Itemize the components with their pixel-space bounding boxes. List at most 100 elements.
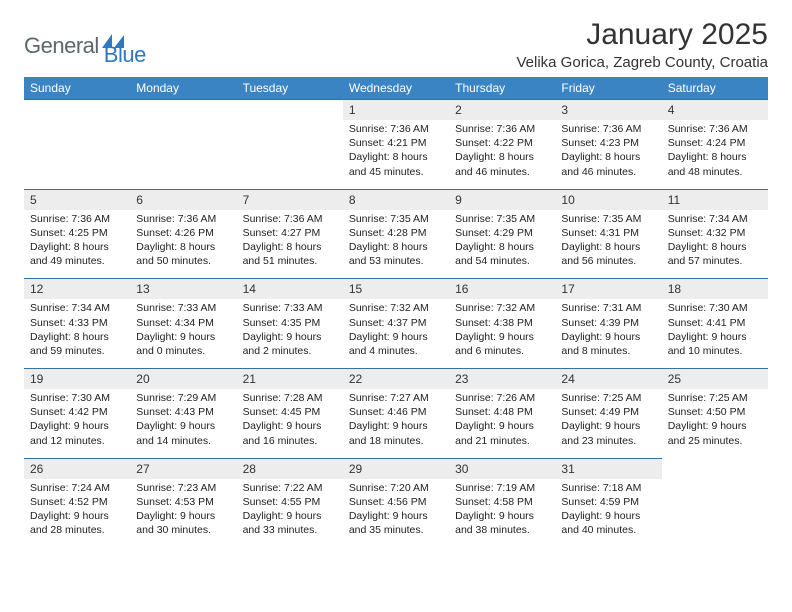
calendar-table: SundayMondayTuesdayWednesdayThursdayFrid… [24, 77, 768, 547]
day-detail-text: Sunrise: 7:22 AMSunset: 4:55 PMDaylight:… [237, 479, 343, 538]
day-detail-text: Sunrise: 7:35 AMSunset: 4:31 PMDaylight:… [555, 210, 661, 269]
day-detail-cell: Sunrise: 7:33 AMSunset: 4:35 PMDaylight:… [237, 299, 343, 368]
day-number: 2 [449, 100, 555, 120]
brand-text-blue: Blue [104, 24, 146, 68]
day-detail-cell: Sunrise: 7:28 AMSunset: 4:45 PMDaylight:… [237, 389, 343, 458]
day-number: 16 [449, 279, 555, 299]
day-detail-text: Sunrise: 7:25 AMSunset: 4:49 PMDaylight:… [555, 389, 661, 448]
day-number-cell: 15 [343, 279, 449, 300]
day-number-cell [130, 100, 236, 121]
day-detail-text: Sunrise: 7:24 AMSunset: 4:52 PMDaylight:… [24, 479, 130, 538]
day-detail-cell: Sunrise: 7:32 AMSunset: 4:37 PMDaylight:… [343, 299, 449, 368]
day-number-cell: 24 [555, 369, 661, 390]
day-detail-text: Sunrise: 7:23 AMSunset: 4:53 PMDaylight:… [130, 479, 236, 538]
day-number-cell: 19 [24, 369, 130, 390]
day-number: 20 [130, 369, 236, 389]
day-number: 28 [237, 459, 343, 479]
day-detail-cell: Sunrise: 7:18 AMSunset: 4:59 PMDaylight:… [555, 479, 661, 548]
day-number: 6 [130, 190, 236, 210]
day-detail-text: Sunrise: 7:29 AMSunset: 4:43 PMDaylight:… [130, 389, 236, 448]
day-number: 4 [662, 100, 768, 120]
day-number-cell [24, 100, 130, 121]
day-detail-cell: Sunrise: 7:36 AMSunset: 4:26 PMDaylight:… [130, 210, 236, 279]
day-number: 13 [130, 279, 236, 299]
day-detail-cell: Sunrise: 7:36 AMSunset: 4:23 PMDaylight:… [555, 120, 661, 189]
day-number: 23 [449, 369, 555, 389]
day-number-cell: 7 [237, 189, 343, 210]
day-number-cell: 18 [662, 279, 768, 300]
day-number-cell: 3 [555, 100, 661, 121]
day-detail-text: Sunrise: 7:19 AMSunset: 4:58 PMDaylight:… [449, 479, 555, 538]
day-detail-text: Sunrise: 7:36 AMSunset: 4:26 PMDaylight:… [130, 210, 236, 269]
day-number-cell: 11 [662, 189, 768, 210]
day-detail-cell [24, 120, 130, 189]
brand-logo: General Blue [24, 18, 146, 68]
day-detail-cell: Sunrise: 7:36 AMSunset: 4:24 PMDaylight:… [662, 120, 768, 189]
day-number-cell: 21 [237, 369, 343, 390]
day-number-cell: 28 [237, 458, 343, 479]
day-number: 5 [24, 190, 130, 210]
day-number-cell: 9 [449, 189, 555, 210]
day-detail-cell: Sunrise: 7:24 AMSunset: 4:52 PMDaylight:… [24, 479, 130, 548]
day-detail-cell: Sunrise: 7:29 AMSunset: 4:43 PMDaylight:… [130, 389, 236, 458]
day-detail-cell: Sunrise: 7:25 AMSunset: 4:50 PMDaylight:… [662, 389, 768, 458]
day-detail-text: Sunrise: 7:36 AMSunset: 4:23 PMDaylight:… [555, 120, 661, 179]
day-number-cell: 5 [24, 189, 130, 210]
day-detail-cell: Sunrise: 7:35 AMSunset: 4:28 PMDaylight:… [343, 210, 449, 279]
day-detail-cell: Sunrise: 7:36 AMSunset: 4:27 PMDaylight:… [237, 210, 343, 279]
day-detail-cell: Sunrise: 7:23 AMSunset: 4:53 PMDaylight:… [130, 479, 236, 548]
day-detail-cell: Sunrise: 7:34 AMSunset: 4:32 PMDaylight:… [662, 210, 768, 279]
day-number-cell: 29 [343, 458, 449, 479]
day-number: 29 [343, 459, 449, 479]
weekday-header: Tuesday [237, 77, 343, 100]
day-number: 24 [555, 369, 661, 389]
day-detail-cell: Sunrise: 7:36 AMSunset: 4:25 PMDaylight:… [24, 210, 130, 279]
day-detail-text: Sunrise: 7:35 AMSunset: 4:28 PMDaylight:… [343, 210, 449, 269]
day-number: 31 [555, 459, 661, 479]
day-detail-text: Sunrise: 7:25 AMSunset: 4:50 PMDaylight:… [662, 389, 768, 448]
day-detail-cell: Sunrise: 7:35 AMSunset: 4:31 PMDaylight:… [555, 210, 661, 279]
day-number: 26 [24, 459, 130, 479]
day-number: 9 [449, 190, 555, 210]
day-number-cell: 2 [449, 100, 555, 121]
day-detail-text: Sunrise: 7:27 AMSunset: 4:46 PMDaylight:… [343, 389, 449, 448]
day-detail-cell: Sunrise: 7:22 AMSunset: 4:55 PMDaylight:… [237, 479, 343, 548]
day-number-cell [237, 100, 343, 121]
day-detail-text: Sunrise: 7:33 AMSunset: 4:34 PMDaylight:… [130, 299, 236, 358]
header: General Blue January 2025 Velika Gorica,… [24, 18, 768, 71]
day-detail-text: Sunrise: 7:36 AMSunset: 4:22 PMDaylight:… [449, 120, 555, 179]
day-detail-cell: Sunrise: 7:27 AMSunset: 4:46 PMDaylight:… [343, 389, 449, 458]
day-detail-cell: Sunrise: 7:20 AMSunset: 4:56 PMDaylight:… [343, 479, 449, 548]
day-detail-cell: Sunrise: 7:33 AMSunset: 4:34 PMDaylight:… [130, 299, 236, 368]
location-text: Velika Gorica, Zagreb County, Croatia [516, 54, 768, 71]
day-number: 15 [343, 279, 449, 299]
day-number-cell: 31 [555, 458, 661, 479]
day-number: 7 [237, 190, 343, 210]
day-detail-cell: Sunrise: 7:19 AMSunset: 4:58 PMDaylight:… [449, 479, 555, 548]
day-detail-cell [237, 120, 343, 189]
day-number-cell: 27 [130, 458, 236, 479]
day-detail-cell: Sunrise: 7:34 AMSunset: 4:33 PMDaylight:… [24, 299, 130, 368]
day-number: 22 [343, 369, 449, 389]
day-number-cell: 17 [555, 279, 661, 300]
weekday-header: Thursday [449, 77, 555, 100]
day-number: 27 [130, 459, 236, 479]
day-number-cell: 12 [24, 279, 130, 300]
day-number: 11 [662, 190, 768, 210]
day-detail-text: Sunrise: 7:36 AMSunset: 4:25 PMDaylight:… [24, 210, 130, 269]
day-detail-text: Sunrise: 7:32 AMSunset: 4:38 PMDaylight:… [449, 299, 555, 358]
page-title: January 2025 [516, 18, 768, 52]
day-detail-text: Sunrise: 7:35 AMSunset: 4:29 PMDaylight:… [449, 210, 555, 269]
day-number: 12 [24, 279, 130, 299]
day-number-cell [662, 458, 768, 479]
day-detail-text: Sunrise: 7:31 AMSunset: 4:39 PMDaylight:… [555, 299, 661, 358]
day-detail-text: Sunrise: 7:20 AMSunset: 4:56 PMDaylight:… [343, 479, 449, 538]
calendar-header: SundayMondayTuesdayWednesdayThursdayFrid… [24, 77, 768, 100]
day-number: 21 [237, 369, 343, 389]
day-detail-text: Sunrise: 7:33 AMSunset: 4:35 PMDaylight:… [237, 299, 343, 358]
day-detail-cell [662, 479, 768, 548]
day-detail-text: Sunrise: 7:36 AMSunset: 4:27 PMDaylight:… [237, 210, 343, 269]
day-detail-cell: Sunrise: 7:35 AMSunset: 4:29 PMDaylight:… [449, 210, 555, 279]
day-number: 10 [555, 190, 661, 210]
day-number-cell: 1 [343, 100, 449, 121]
